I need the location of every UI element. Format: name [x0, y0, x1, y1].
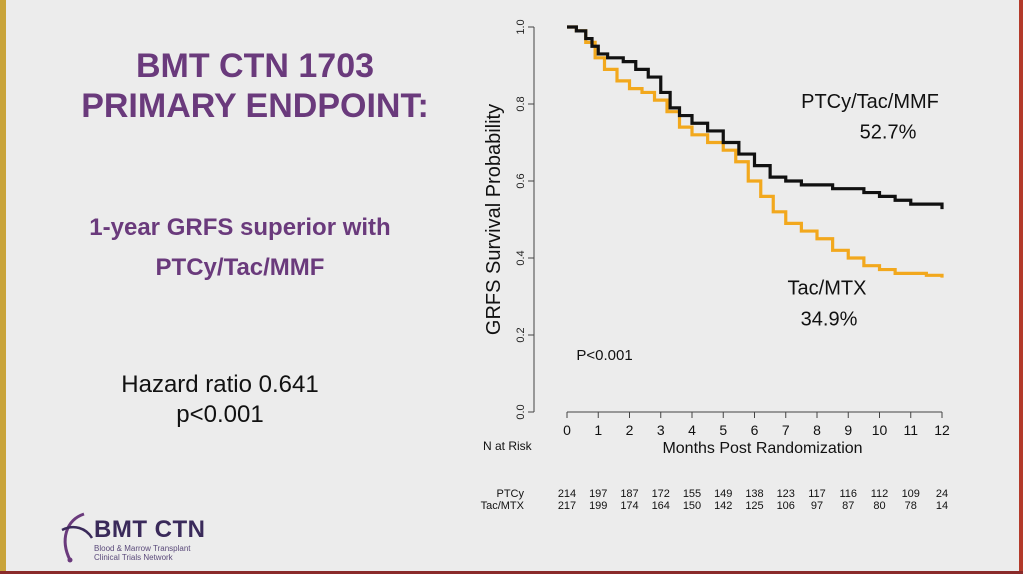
grfs-survival-chart: 0.0 0.2 0.4 0.6 0.8 1.0 GRFS Survival Probabil…: [481, 19, 950, 512]
risk-count: 109: [902, 488, 920, 500]
risk-count: 24: [936, 488, 948, 500]
risk-count: 116: [839, 488, 857, 500]
risk-row-label: PTCy: [497, 488, 525, 500]
logo-tagline: Blood & Marrow Transplant Clinical Trial…: [94, 544, 244, 562]
x-tick-label: 9: [844, 422, 852, 438]
risk-row-label: Tac/MTX: [481, 500, 525, 512]
risk-table-header: N at Risk: [483, 439, 533, 453]
risk-count: 87: [842, 500, 854, 512]
slide-bottom-border: [0, 571, 1023, 574]
risk-count: 106: [777, 500, 795, 512]
x-axis-label: Months Post Randomization: [662, 440, 862, 457]
logo-tagline-line-2: Clinical Trials Network: [94, 553, 173, 562]
risk-count: 164: [652, 500, 670, 512]
title-line-1: BMT CTN 1703: [135, 47, 375, 85]
x-tick-label: 2: [626, 422, 634, 438]
risk-count: 174: [620, 500, 638, 512]
logo-name: BMT CTN: [94, 516, 206, 543]
risk-count: 142: [714, 500, 732, 512]
risk-count: 112: [871, 488, 889, 500]
risk-count: 197: [589, 488, 607, 500]
subtitle-line-2: PTCy/Tac/MMF: [155, 254, 325, 281]
y-tick-label: 0.0: [515, 404, 527, 419]
x-tick-label: 0: [563, 422, 571, 438]
x-tick-label: 5: [719, 422, 727, 438]
slide-title: BMT CTN 1703 PRIMARY ENDPOINT:: [60, 46, 450, 126]
x-tick-label: 3: [657, 422, 665, 438]
risk-count: 123: [777, 488, 795, 500]
risk-count: 117: [808, 488, 826, 500]
title-line-2: PRIMARY ENDPOINT:: [81, 87, 429, 125]
risk-count: 172: [652, 488, 670, 500]
risk-count: 78: [905, 500, 917, 512]
x-tick-label: 11: [903, 422, 918, 438]
ptcy-value-label: 52.7%: [860, 122, 917, 144]
tacmtx-survival-curve: [567, 25, 944, 278]
hazard-ratio-line: Hazard ratio 0.641: [121, 371, 319, 398]
risk-count: 199: [589, 500, 607, 512]
x-tick-label: 1: [594, 422, 602, 438]
subtitle-line-1: 1-year GRFS superior with: [89, 214, 391, 241]
bmt-ctn-logo: BMT CTN Blood & Marrow Transplant Clinic…: [56, 510, 236, 566]
y-tick-label: 0.4: [515, 250, 527, 265]
risk-count: 138: [745, 488, 763, 500]
risk-count: 80: [873, 500, 885, 512]
ptcy-survival-curve: [567, 25, 944, 210]
tacmtx-label: Tac/MTX: [788, 278, 867, 300]
risk-count: 14: [936, 500, 948, 512]
x-tick-label: 4: [688, 422, 696, 438]
hazard-p-value-line: p<0.001: [176, 401, 264, 428]
tacmtx-value-label: 34.9%: [801, 308, 858, 330]
hazard-ratio-text: Hazard ratio 0.641 p<0.001: [90, 370, 350, 430]
risk-count: 149: [714, 488, 732, 500]
ptcy-label: PTCy/Tac/MMF: [801, 91, 939, 113]
y-tick-label: 0.8: [515, 96, 527, 111]
risk-count: 187: [620, 488, 638, 500]
x-tick-label: 10: [872, 422, 888, 438]
risk-count: 125: [745, 500, 763, 512]
slide-right-border: [1019, 0, 1023, 574]
y-axis-label: GRFS Survival Probability: [483, 104, 505, 335]
x-tick-label: 6: [751, 422, 759, 438]
risk-count: 150: [683, 500, 701, 512]
logo-swoosh-icon: [61, 512, 94, 563]
y-tick-label: 0.2: [515, 327, 527, 342]
x-tick-label: 7: [782, 422, 790, 438]
slide-left-border: [0, 0, 6, 574]
x-tick-label: 8: [813, 422, 821, 438]
risk-count: 155: [683, 488, 701, 500]
y-tick-label: 0.6: [515, 173, 527, 188]
slide-subtitle: 1-year GRFS superior with PTCy/Tac/MMF: [40, 208, 440, 288]
risk-count: 217: [558, 500, 576, 512]
y-tick-label: 1.0: [515, 19, 527, 34]
x-tick-label: 12: [934, 422, 950, 438]
p-value-annotation: P<0.001: [576, 347, 632, 364]
risk-count: 97: [811, 500, 823, 512]
logo-tagline-line-1: Blood & Marrow Transplant: [94, 544, 191, 553]
risk-count: 214: [558, 488, 576, 500]
